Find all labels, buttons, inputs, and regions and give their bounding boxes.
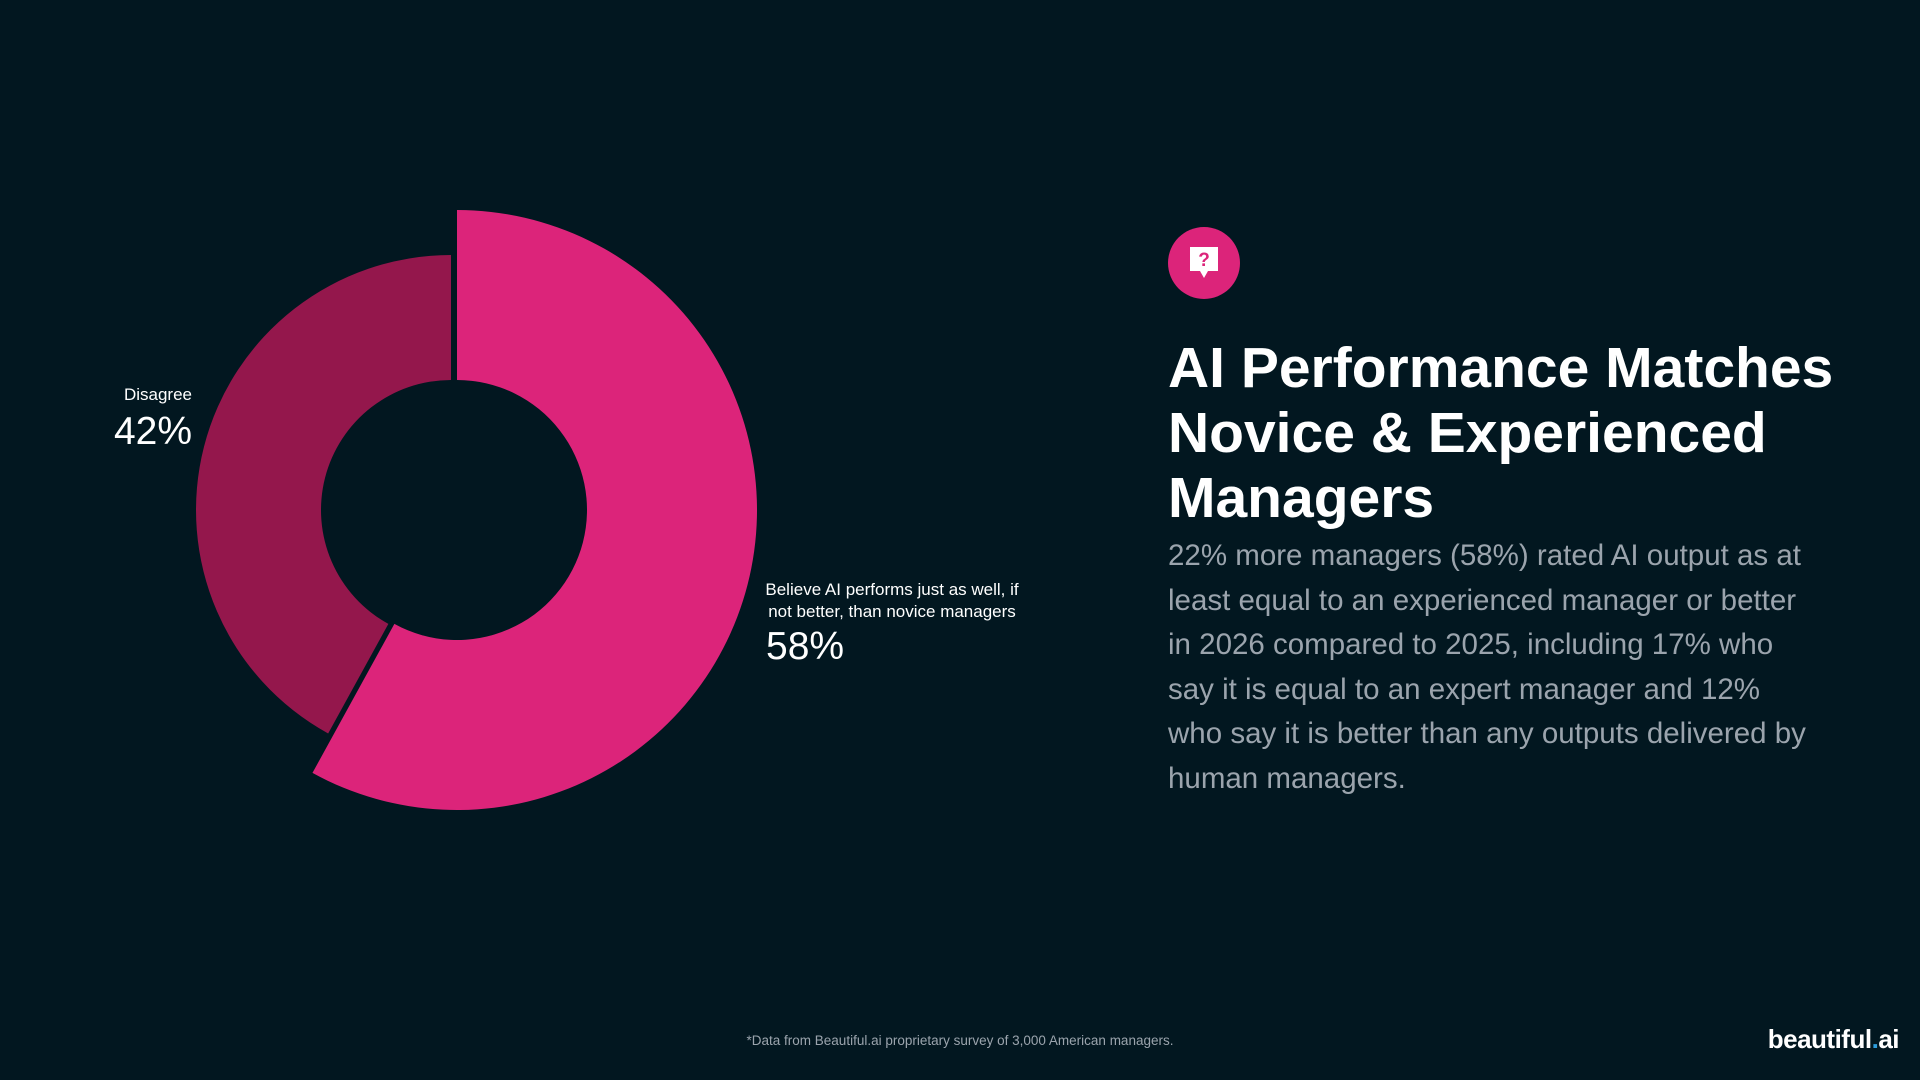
brand-dot: . — [1871, 1024, 1879, 1054]
slide-title: AI Performance Matches Novice & Experien… — [1168, 336, 1834, 530]
donut-slice-disagree — [195, 255, 451, 734]
question-speech-bubble-icon: ? — [1168, 227, 1240, 299]
slice-label-disagree: Disagree — [123, 385, 192, 404]
donut-slice-believe — [312, 210, 757, 811]
brand-main: beautiful — [1767, 1024, 1872, 1054]
slice-value-believe: 58% — [766, 625, 845, 668]
svg-text:?: ? — [1198, 250, 1210, 271]
brand-logo: beautiful.ai — [1767, 1024, 1900, 1055]
slice-label-believe: Believe AI performs just as well, if not… — [765, 580, 1019, 621]
body-paragraph: 22% more managers (58%) rated AI output … — [1168, 539, 1806, 795]
footnote: *Data from Beautiful.ai proprietary surv… — [746, 1033, 1174, 1048]
slice-value-disagree: 42% — [113, 410, 192, 453]
brand-suffix: ai — [1878, 1024, 1899, 1054]
